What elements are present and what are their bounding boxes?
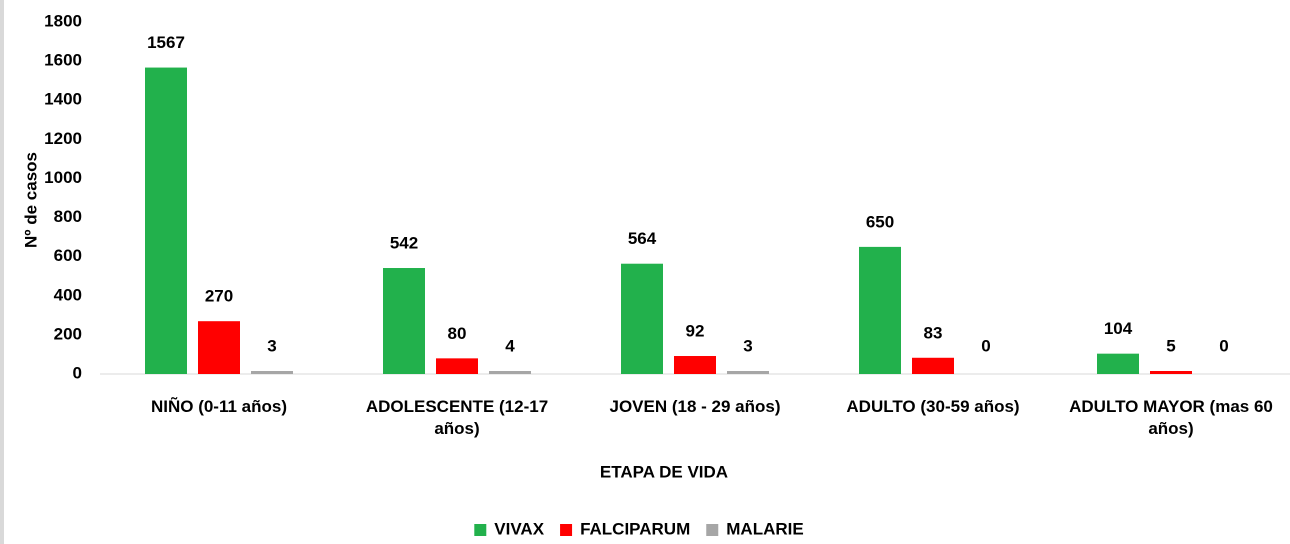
legend-label: VIVAX [494, 519, 544, 538]
x-tick-label: JOVEN (18 - 29 años) [609, 397, 781, 416]
bar [489, 371, 531, 374]
y-tick-label: 200 [54, 324, 82, 343]
data-label: 650 [866, 212, 894, 231]
legend-label: MALARIE [726, 519, 803, 538]
bar [621, 263, 663, 374]
data-label: 0 [981, 336, 990, 355]
data-label: 5 [1166, 336, 1175, 355]
bar [859, 246, 901, 374]
chart-svg: Nº de casos ETAPA DE VIDA 02004006008001… [21, 11, 1290, 538]
y-tick-label: 400 [54, 285, 82, 304]
y-tick-label: 1200 [44, 129, 82, 148]
x-tick-label: NIÑO (0-11 años) [150, 397, 288, 416]
y-tick-label: 1000 [44, 168, 82, 187]
legend-label: FALCIPARUM [580, 519, 690, 538]
y-tick-label: 800 [54, 207, 82, 226]
bar [436, 358, 478, 374]
data-label: 80 [448, 324, 467, 343]
x-tick-label: ADOLESCENTE (12-17 años) [365, 397, 549, 438]
y-tick-label: 0 [73, 363, 82, 382]
data-label: 1567 [147, 33, 185, 52]
bar [912, 357, 954, 374]
y-tick-label: 1400 [44, 90, 82, 109]
y-tick-label: 600 [54, 246, 82, 265]
bar [727, 371, 769, 374]
y-tick-label: 1800 [44, 11, 82, 30]
data-label: 542 [390, 233, 418, 252]
data-label: 3 [743, 336, 752, 355]
bar [383, 268, 425, 374]
bar [674, 356, 716, 374]
data-label: 4 [505, 336, 515, 355]
y-axis-title: Nº de casos [21, 152, 40, 248]
bar [145, 67, 187, 374]
legend-swatch [706, 524, 719, 536]
bar [1150, 371, 1192, 374]
x-tick-label: ADULTO MAYOR (mas 60 años) [1069, 397, 1273, 438]
data-label: 564 [628, 229, 657, 248]
data-label: 104 [1104, 319, 1133, 338]
data-label: 83 [924, 323, 943, 342]
data-label: 0 [1219, 336, 1228, 355]
bar [251, 371, 293, 374]
bar [198, 321, 240, 374]
data-label: 3 [267, 336, 276, 355]
data-label: 270 [205, 287, 233, 306]
y-tick-label: 1600 [44, 51, 82, 70]
x-axis-title: ETAPA DE VIDA [600, 462, 728, 481]
legend-swatch [560, 524, 573, 536]
bar [1097, 353, 1139, 374]
legend-swatch [474, 524, 487, 536]
x-tick-label: ADULTO (30-59 años) [846, 397, 1020, 416]
data-label: 92 [686, 321, 705, 340]
